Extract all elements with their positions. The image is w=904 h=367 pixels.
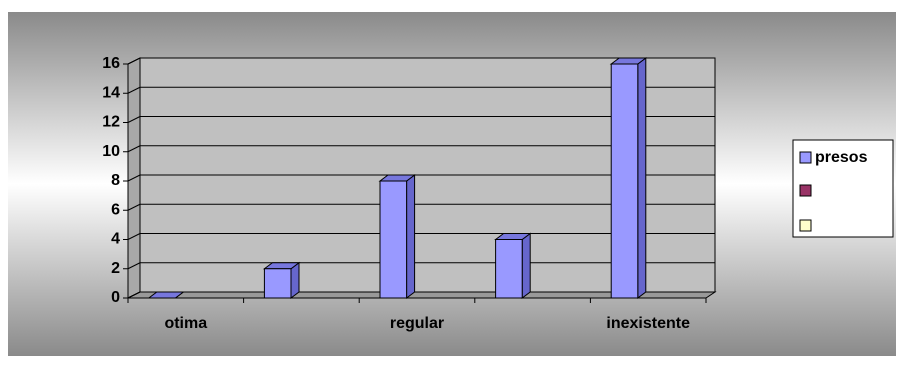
x-tick-label: otima bbox=[164, 315, 207, 332]
y-tick-label: 10 bbox=[102, 143, 120, 160]
grid-line bbox=[127, 203, 141, 211]
bar-group bbox=[147, 291, 185, 299]
bar-side bbox=[521, 232, 531, 299]
grid-line bbox=[127, 262, 141, 270]
legend-swatch bbox=[799, 151, 812, 164]
bars bbox=[147, 57, 648, 299]
grid-line bbox=[127, 291, 141, 299]
bar-group bbox=[262, 261, 301, 299]
bar-group bbox=[378, 174, 417, 299]
bar bbox=[263, 268, 292, 299]
bar bbox=[379, 180, 408, 299]
grid-line bbox=[127, 86, 141, 94]
y-tick-label: 12 bbox=[102, 114, 120, 131]
bar bbox=[495, 239, 523, 299]
bar-side bbox=[637, 57, 647, 299]
bar-side bbox=[406, 174, 416, 299]
y-tick-label: 4 bbox=[111, 231, 120, 248]
grid-line bbox=[127, 174, 141, 182]
bar-group bbox=[494, 232, 532, 299]
y-tick-label: 8 bbox=[111, 172, 120, 189]
bar-top bbox=[147, 291, 185, 299]
bar-group bbox=[609, 57, 648, 299]
legend-swatch bbox=[799, 219, 812, 232]
x-tick-label: regular bbox=[390, 315, 444, 332]
x-tick-label: inexistente bbox=[606, 315, 690, 332]
legend-swatch bbox=[799, 184, 812, 197]
y-tick-label: 14 bbox=[102, 84, 120, 101]
bar bbox=[610, 63, 639, 299]
grid-line bbox=[127, 145, 141, 153]
grid-line bbox=[127, 57, 141, 65]
legend-label: presos bbox=[815, 149, 868, 166]
legend: presos bbox=[792, 139, 894, 238]
grid-line bbox=[127, 233, 141, 240]
y-tick-label: 6 bbox=[111, 201, 120, 218]
y-tick-label: 0 bbox=[111, 289, 120, 306]
y-tick-label: 16 bbox=[102, 55, 120, 72]
grid-line bbox=[127, 116, 141, 123]
y-tick-label: 2 bbox=[111, 260, 120, 277]
